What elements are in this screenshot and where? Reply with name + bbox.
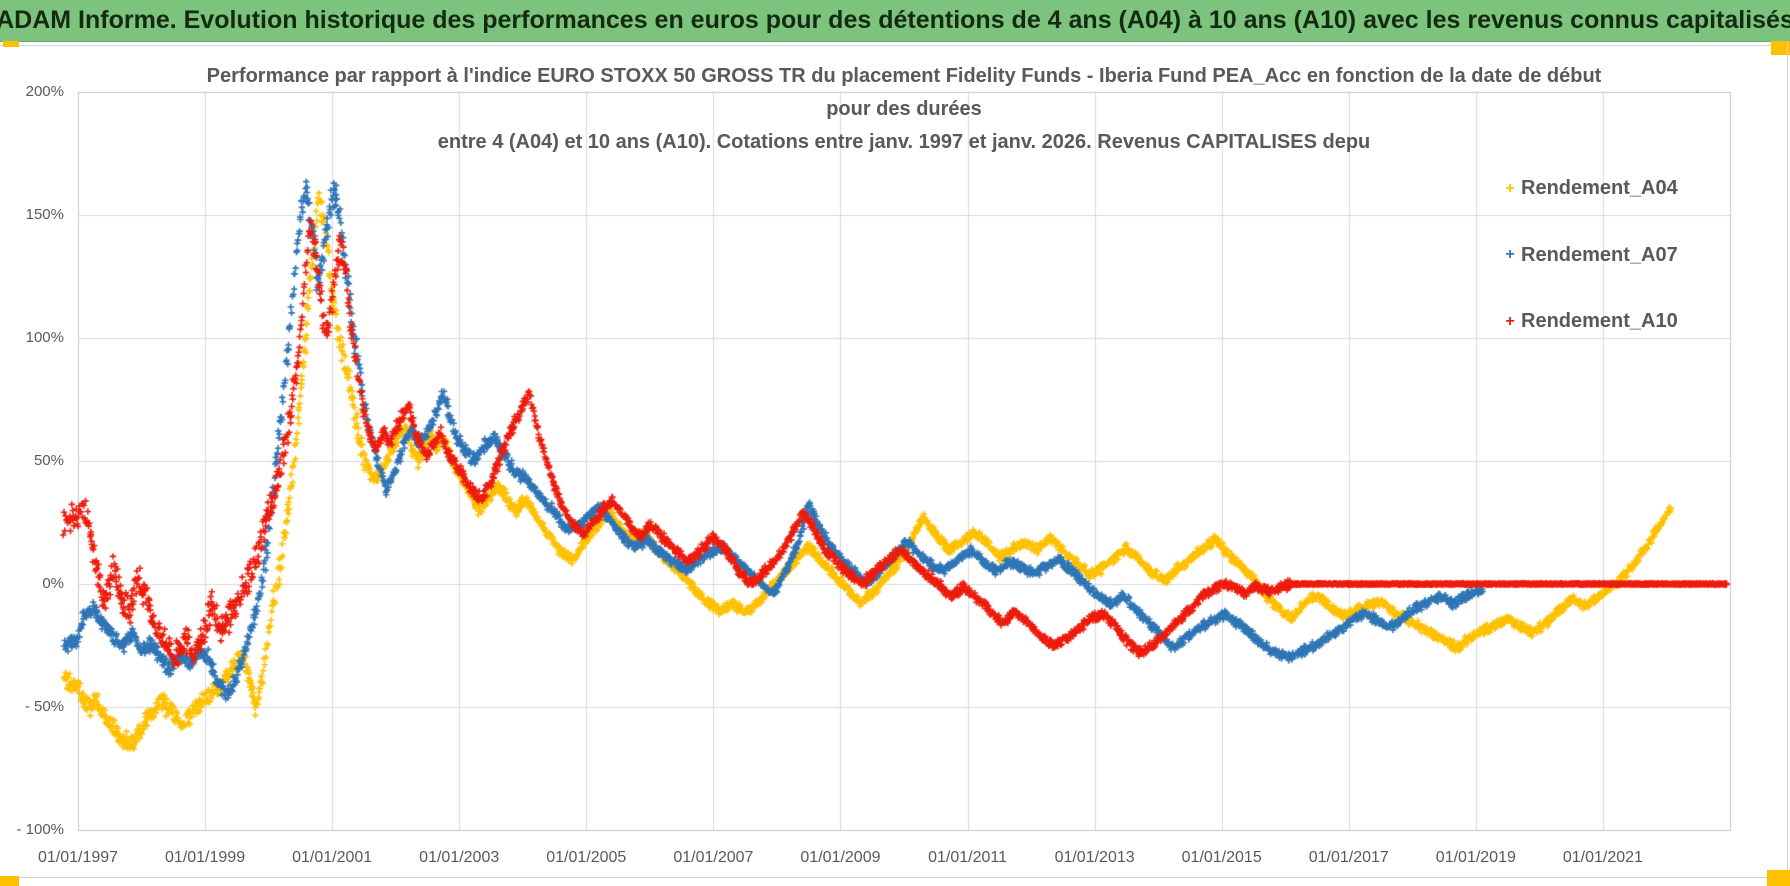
- chart-title-line-1: Performance par rapport à l'indice EURO …: [206, 65, 1602, 87]
- x-tick-label: 01/01/2015: [1181, 849, 1262, 866]
- chart-title-line-3: entre 4 (A04) et 10 ans (A10). Cotations…: [437, 131, 1371, 153]
- x-tick-label: 01/01/2009: [800, 849, 881, 866]
- chart-title: Performance par rapport à l'indice EURO …: [78, 60, 1730, 159]
- y-tick-label: 0%: [42, 575, 64, 592]
- plus-marker-icon: +: [1505, 179, 1515, 197]
- y-tick-label: 100%: [25, 329, 64, 346]
- y-tick-label: 50%: [33, 452, 64, 469]
- y-tick-label: - 50%: [24, 698, 64, 715]
- x-tick-label: 01/01/1999: [165, 849, 246, 866]
- x-tick-label: 01/01/2003: [419, 849, 500, 866]
- x-tick-label: 01/01/2013: [1054, 849, 1135, 866]
- x-tick-label: 01/01/1997: [37, 849, 119, 866]
- legend-item-rendement_a10: + Rendement_A10: [1499, 310, 1678, 333]
- chart-title-line-2: pour des durées: [826, 98, 982, 120]
- x-tick-label: 01/01/2005: [546, 849, 627, 866]
- plus-marker-icon: +: [1505, 246, 1515, 263]
- x-tick-label: 01/01/2017: [1308, 849, 1389, 866]
- x-tick-label: 01/01/2001: [292, 849, 373, 866]
- y-tick-label: 200%: [25, 83, 64, 100]
- x-tick-label: 01/01/2019: [1435, 849, 1516, 866]
- legend-item-label: Rendement_A10: [1521, 310, 1678, 332]
- y-tick-label: - 100%: [16, 821, 64, 838]
- legend-item-rendement_a07: + Rendement_A07: [1499, 243, 1678, 267]
- x-tick-label: 01/01/2021: [1562, 849, 1643, 866]
- plus-marker-icon: +: [1505, 312, 1515, 330]
- x-tick-label: 01/01/2007: [673, 849, 754, 866]
- legend-item-rendement_a04: + Rendement_A04: [1499, 177, 1678, 200]
- y-tick-label: 150%: [25, 206, 64, 223]
- legend-item-label: Rendement_A07: [1521, 243, 1678, 266]
- x-tick-label: 01/01/2011: [928, 849, 1007, 866]
- legend-item-label: Rendement_A04: [1521, 177, 1678, 199]
